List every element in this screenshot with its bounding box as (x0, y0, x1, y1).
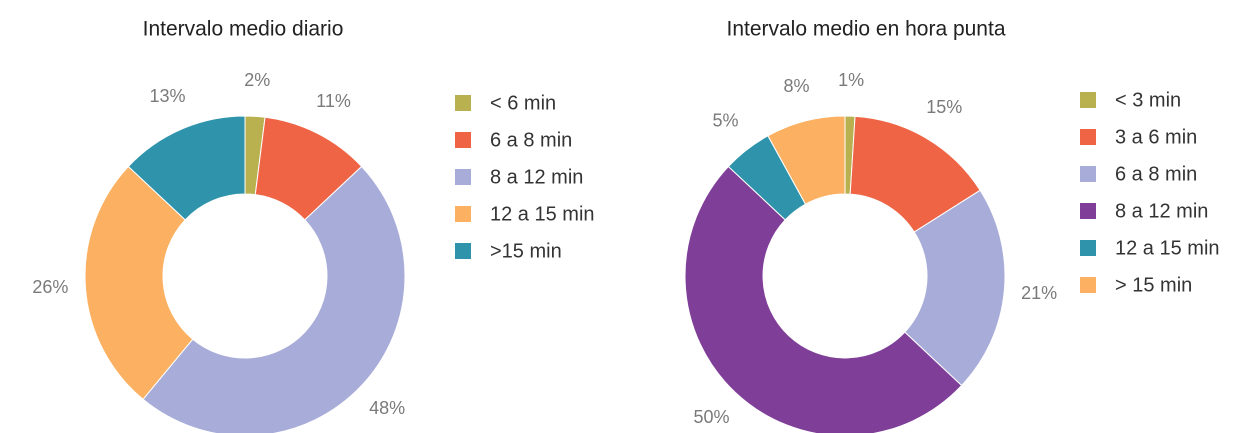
legend-label: 12 a 15 min (1115, 237, 1220, 259)
donut-slice (127, 115, 246, 221)
chart-title: Intervalo medio en hora punta (726, 18, 1005, 41)
value-label: 15% (926, 97, 962, 117)
legend-label: >15 min (490, 240, 562, 262)
legend-swatch (455, 132, 471, 148)
legend-swatch (1080, 129, 1096, 145)
legend-label: < 6 min (490, 92, 556, 114)
value-label: 5% (712, 111, 738, 131)
legend-label: 6 a 8 min (490, 129, 572, 151)
donut-slice (84, 165, 194, 400)
legend-swatch (455, 206, 471, 222)
donut-slice (684, 165, 963, 433)
value-label: 13% (150, 86, 186, 106)
value-label: 8% (783, 76, 809, 96)
donut-slice (904, 189, 1006, 387)
legend-swatch (1080, 203, 1096, 219)
legend-swatch (1080, 166, 1096, 182)
legend-label: > 15 min (1115, 274, 1192, 296)
legend-swatch (1080, 277, 1096, 293)
value-label: 48% (369, 398, 405, 418)
value-label: 2% (244, 70, 270, 90)
donut-slice (142, 165, 406, 433)
chart-title: Intervalo medio diario (143, 18, 344, 41)
legend-swatch (1080, 92, 1096, 108)
legend-label: 8 a 12 min (1115, 200, 1208, 222)
legend-swatch (455, 169, 471, 185)
legend-label: 12 a 15 min (490, 203, 595, 225)
value-label: 26% (32, 277, 68, 297)
value-label: 11% (316, 91, 351, 111)
value-label: 50% (693, 407, 729, 427)
legend-swatch (1080, 240, 1096, 256)
legend-label: 3 a 6 min (1115, 126, 1197, 148)
value-label: 21% (1021, 283, 1057, 303)
legend-label: 8 a 12 min (490, 166, 583, 188)
value-label: 1% (838, 70, 864, 90)
legend-label: 6 a 8 min (1115, 163, 1197, 185)
legend-swatch (455, 95, 471, 111)
legend-label: < 3 min (1115, 89, 1181, 111)
donut-slice (767, 115, 846, 205)
legend-swatch (455, 243, 471, 259)
